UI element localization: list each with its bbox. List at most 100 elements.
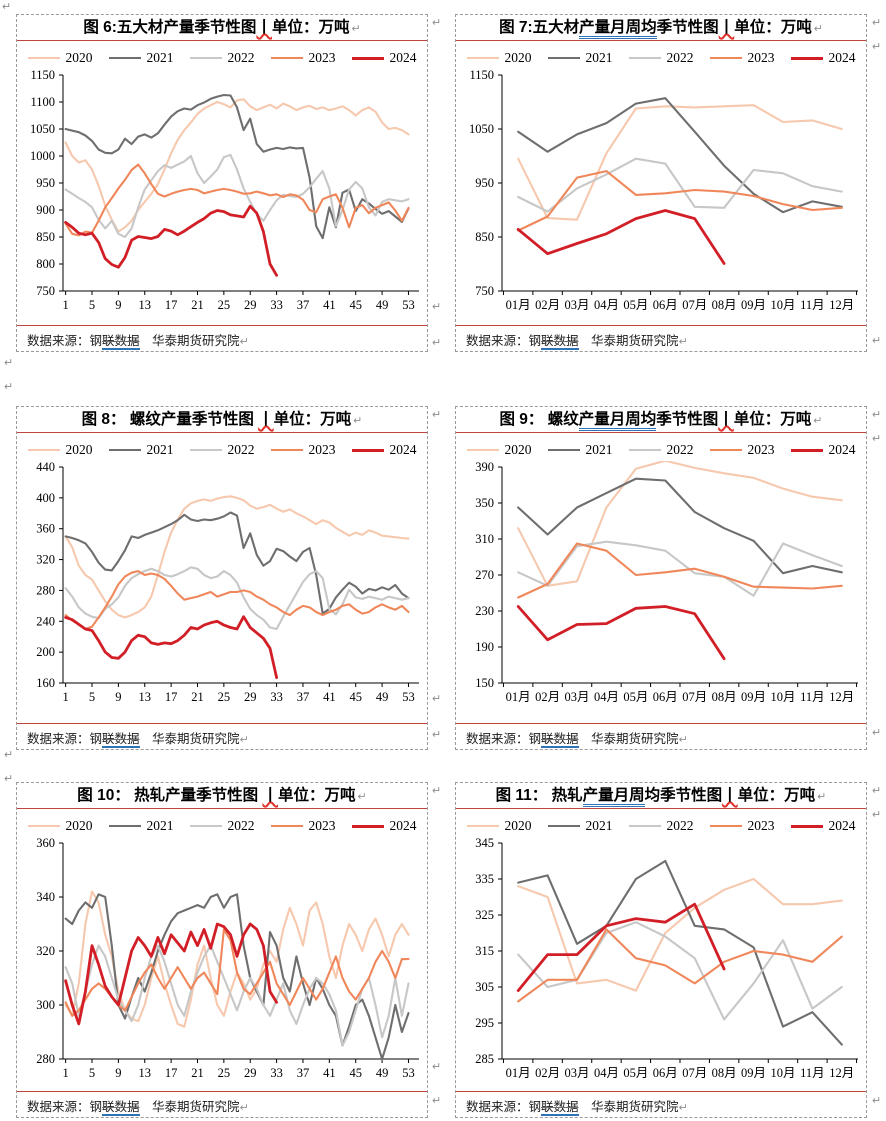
- legend-swatch: [790, 56, 823, 60]
- title-separator: 丨: [256, 19, 272, 36]
- svg-text:37: 37: [297, 1066, 310, 1080]
- paragraph-mark: ↵: [432, 729, 442, 741]
- paragraph-mark: ↵: [817, 791, 827, 803]
- svg-text:1: 1: [63, 298, 69, 312]
- data-source: 数据来源：钢联数据 华泰期货研究院↵: [17, 723, 427, 749]
- legend-swatch: [189, 449, 222, 451]
- svg-text:150: 150: [475, 676, 494, 690]
- legend-item: 2020: [466, 818, 532, 834]
- legend-label: 2022: [227, 818, 255, 833]
- svg-text:45: 45: [349, 1066, 362, 1080]
- svg-text:950: 950: [36, 176, 55, 190]
- svg-text:360: 360: [36, 522, 55, 536]
- svg-text:850: 850: [475, 230, 494, 244]
- legend-label: 2023: [747, 818, 775, 833]
- figure-title: 图 7:五大材产量月周均季节性图丨单位：万吨 ↵: [456, 15, 866, 41]
- svg-text:1100: 1100: [30, 95, 55, 109]
- svg-text:335: 335: [475, 872, 494, 886]
- paragraph-mark: ↵: [432, 337, 442, 349]
- svg-text:12月: 12月: [829, 1066, 854, 1080]
- svg-text:1000: 1000: [30, 149, 55, 163]
- svg-text:5: 5: [89, 298, 95, 312]
- source-link[interactable]: 联数据: [541, 1100, 579, 1116]
- legend-swatch: [547, 825, 580, 827]
- svg-text:360: 360: [36, 837, 55, 850]
- data-source: 数据来源：钢联数据 华泰期货研究院↵: [456, 723, 866, 749]
- svg-text:37: 37: [297, 690, 310, 704]
- legend-swatch: [628, 449, 661, 451]
- line-chart: 750 800 850 900 950 1000 1050 1100 1150 1 5 9 13 17 21…: [30, 69, 419, 312]
- legend-label: 2022: [227, 442, 255, 457]
- paragraph-mark: ↵: [872, 17, 882, 29]
- svg-text:07月: 07月: [682, 298, 707, 312]
- legend-item: 2021: [547, 50, 613, 66]
- title-text: 图 7:五大材: [499, 19, 580, 36]
- svg-text:07月: 07月: [682, 690, 707, 704]
- svg-text:53: 53: [402, 690, 415, 704]
- source-link[interactable]: 联数据: [102, 334, 140, 350]
- legend-swatch: [189, 825, 222, 827]
- legend-swatch: [790, 824, 823, 828]
- svg-text:09月: 09月: [741, 690, 766, 704]
- svg-text:41: 41: [323, 298, 336, 312]
- legend-label: 2022: [666, 818, 694, 833]
- figure-title: 图 11： 热轧产量月周均季节性图丨单位：万吨 ↵: [456, 783, 866, 809]
- title-text: 图 10： 热轧产量季节性图: [77, 787, 263, 804]
- legend-item: 2023: [709, 818, 775, 834]
- svg-text:1: 1: [63, 1066, 69, 1080]
- svg-text:12月: 12月: [829, 690, 854, 704]
- svg-text:49: 49: [376, 1066, 389, 1080]
- svg-text:02月: 02月: [535, 1066, 560, 1080]
- title-separator: 丨: [262, 787, 278, 804]
- svg-text:160: 160: [36, 676, 55, 690]
- figure-panel-9: 图 9： 螺纹产量月周均季节性图丨单位：万吨 ↵ 2020 2021 2022 2023…: [455, 406, 867, 750]
- svg-text:02月: 02月: [535, 690, 560, 704]
- legend-label: 2024: [828, 818, 856, 833]
- source-label: 数据来源：: [27, 1100, 90, 1114]
- svg-text:04月: 04月: [594, 298, 619, 312]
- source-link[interactable]: 联数据: [541, 334, 579, 350]
- legend-swatch: [189, 57, 222, 59]
- legend-item: 2022: [189, 818, 255, 834]
- svg-text:310: 310: [475, 532, 494, 546]
- paragraph-mark: ↵: [678, 336, 688, 348]
- data-source: 数据来源：钢联数据 华泰期货研究院↵: [17, 325, 427, 351]
- source-link[interactable]: 联数据: [541, 732, 579, 748]
- paragraph-mark: ↵: [4, 749, 14, 761]
- title-text: 季节性图: [656, 19, 719, 36]
- legend-item: 2023: [270, 442, 336, 458]
- paragraph-mark: ↵: [432, 17, 442, 29]
- line-chart: 160 200 240 280 320 360 400 440 1 5 9 13 17 21 25 29 33 3…: [36, 461, 419, 704]
- legend-swatch: [27, 449, 60, 451]
- source-link[interactable]: 联数据: [102, 732, 140, 748]
- svg-text:750: 750: [475, 284, 494, 298]
- svg-text:5: 5: [89, 1066, 95, 1080]
- source-text: 钢: [89, 732, 103, 746]
- legend-item: 2022: [628, 50, 694, 66]
- source-link[interactable]: 联数据: [102, 1100, 140, 1116]
- svg-text:390: 390: [475, 461, 494, 474]
- svg-text:02月: 02月: [535, 298, 560, 312]
- paragraph-mark: ↵: [813, 23, 823, 35]
- svg-text:17: 17: [165, 690, 178, 704]
- paragraph-mark: ↵: [239, 336, 249, 348]
- svg-text:37: 37: [297, 298, 310, 312]
- legend-item: 2022: [189, 442, 255, 458]
- figure-panel-10: 图 10： 热轧产量季节性图 丨单位：万吨 ↵ 2020 2021 2022 2023 2…: [16, 782, 428, 1118]
- svg-text:06月: 06月: [653, 298, 678, 312]
- svg-text:10月: 10月: [770, 298, 795, 312]
- title-unit: 单位：万吨: [273, 411, 352, 428]
- paragraph-mark: ↵: [678, 734, 688, 746]
- paragraph-mark: ↵: [351, 23, 361, 35]
- legend-swatch: [351, 448, 384, 452]
- svg-text:280: 280: [36, 1052, 55, 1066]
- paragraph-mark: ↵: [432, 693, 442, 705]
- paragraph-mark: ↵: [872, 433, 882, 445]
- svg-text:45: 45: [349, 298, 362, 312]
- legend-item: 2020: [27, 442, 93, 458]
- legend-label: 2021: [146, 442, 174, 457]
- legend-label: 2020: [504, 818, 532, 833]
- legend-item: 2024: [351, 818, 417, 834]
- title-text-underlined: 产量月周均: [578, 411, 657, 431]
